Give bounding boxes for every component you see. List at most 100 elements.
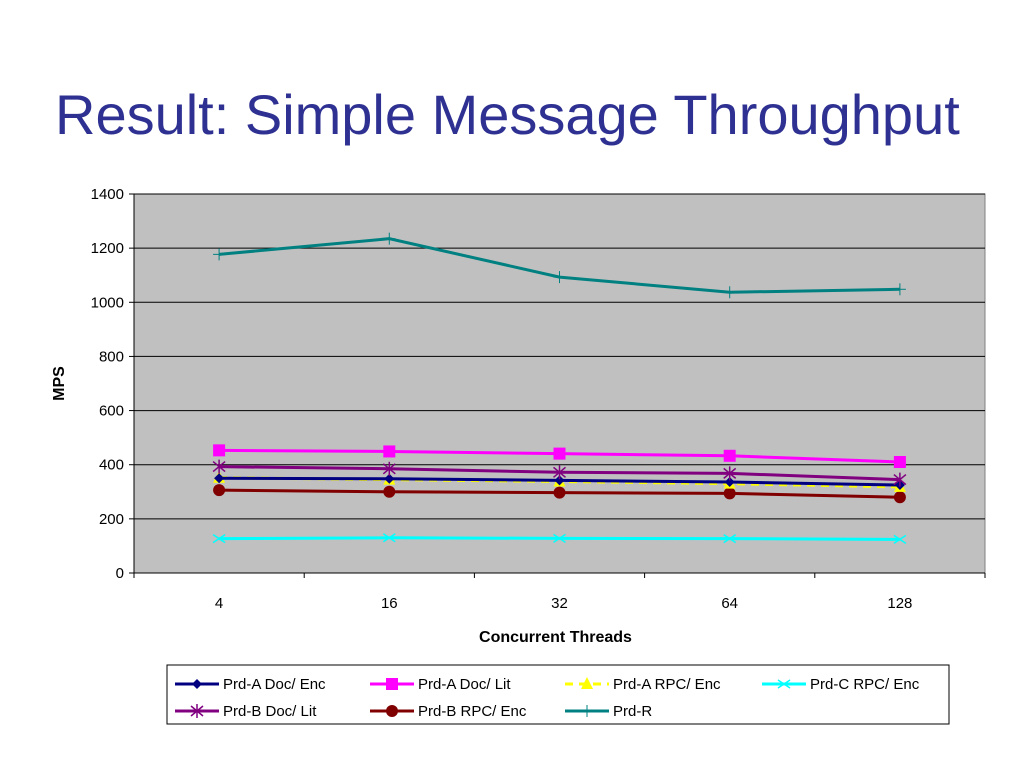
data-point — [213, 248, 226, 261]
diamond-marker — [384, 473, 395, 484]
triangle-marker — [581, 677, 593, 689]
series-layer — [212, 232, 907, 545]
plot-area — [133, 193, 986, 574]
legend-label: Prd-R — [613, 703, 652, 720]
data-point — [382, 461, 396, 476]
legend-entry: Prd-B Doc/ Lit — [175, 703, 317, 720]
legend-entry: Prd-C RPC/ Enc — [762, 676, 920, 693]
x-tick-label: 64 — [721, 595, 738, 612]
y-tick-label: 200 — [99, 511, 124, 528]
circle-marker — [893, 491, 906, 504]
data-point — [893, 283, 906, 296]
legend-entry: Prd-A Doc/ Lit — [370, 676, 511, 693]
data-point — [386, 705, 398, 717]
data-point — [384, 473, 395, 484]
data-point — [723, 487, 736, 500]
legend-label: Prd-A RPC/ Enc — [613, 676, 721, 693]
legend-entries: Prd-A Doc/ Enc Prd-A Doc/ Lit Prd-A RPC/ E… — [175, 676, 920, 720]
diamond-marker — [214, 473, 225, 484]
legend-entry: Prd-R — [565, 703, 652, 720]
data-point — [893, 491, 906, 504]
slide-title: Result: Simple Message Throughput — [55, 83, 960, 146]
data-point — [723, 533, 737, 544]
x-tick-label: 32 — [551, 595, 568, 612]
data-point — [893, 472, 907, 487]
data-point — [553, 486, 566, 499]
x-marker — [777, 679, 791, 689]
y-tick-label: 1200 — [91, 240, 124, 257]
data-point — [553, 465, 566, 480]
series-prd-b-rpc-enc — [213, 484, 906, 504]
data-point — [213, 484, 226, 497]
square-marker — [893, 456, 906, 469]
data-point — [212, 533, 226, 544]
square-marker — [723, 449, 736, 462]
data-point — [554, 475, 565, 486]
data-point — [382, 533, 396, 543]
diamond-marker — [192, 679, 202, 689]
circle-marker — [386, 705, 398, 717]
legend-entry: Prd-A RPC/ Enc — [565, 676, 721, 693]
circle-marker — [383, 485, 396, 498]
legend-label: Prd-B Doc/ Lit — [223, 703, 317, 720]
diamond-marker — [554, 475, 565, 486]
x-tick-label: 4 — [215, 595, 223, 612]
square-marker — [386, 678, 398, 690]
data-point — [212, 459, 226, 474]
x-marker — [212, 533, 226, 544]
y-tick-label: 400 — [99, 457, 124, 474]
series-prd-c-rpc-enc — [212, 533, 907, 545]
data-point — [213, 444, 226, 457]
data-point — [192, 679, 202, 689]
legend-entry: Prd-B RPC/ Enc — [370, 703, 527, 720]
legend-label: Prd-C RPC/ Enc — [810, 676, 920, 693]
square-marker — [553, 447, 566, 460]
data-point — [723, 466, 737, 481]
circle-marker — [723, 487, 736, 500]
circle-marker — [213, 484, 226, 497]
legend-entry: Prd-A Doc/ Enc — [175, 676, 326, 693]
x-axis-title: Concurrent Threads — [479, 629, 632, 646]
axes: 0 200 400 600 800 1000 1200 1400 4 16 32 64 128 — [91, 186, 986, 612]
legend — [166, 664, 950, 725]
x-tick-label: 128 — [887, 595, 912, 612]
legend-label: Prd-A Doc/ Enc — [223, 676, 326, 693]
y-tick-label: 1000 — [91, 294, 124, 311]
data-point — [383, 445, 396, 458]
y-axis-title: MPS — [51, 366, 68, 401]
data-point — [190, 704, 204, 718]
square-marker — [213, 444, 226, 457]
data-point — [724, 477, 735, 488]
data-point — [553, 271, 566, 284]
y-tick-label: 0 — [116, 565, 124, 582]
x-marker — [553, 533, 566, 543]
y-tick-label: 600 — [99, 403, 124, 420]
data-point — [383, 485, 396, 498]
series-prd-r — [213, 232, 906, 299]
data-point — [581, 677, 593, 689]
data-point — [553, 447, 566, 460]
data-point — [581, 705, 593, 717]
data-point — [723, 286, 736, 299]
x-marker — [382, 533, 396, 543]
data-point — [893, 534, 907, 545]
x-marker — [723, 533, 737, 544]
x-marker — [893, 534, 907, 545]
legend-label: Prd-B RPC/ Enc — [418, 703, 527, 720]
data-point — [777, 679, 791, 689]
legend-label: Prd-A Doc/ Lit — [418, 676, 511, 693]
series-prd-a-doc-lit — [213, 444, 906, 469]
data-point — [214, 473, 225, 484]
diamond-marker — [724, 477, 735, 488]
y-tick-label: 1400 — [91, 186, 124, 203]
y-tick-label: 800 — [99, 348, 124, 365]
data-point — [553, 533, 566, 543]
data-point — [386, 678, 398, 690]
series-prd-b-doc-lit — [212, 459, 907, 487]
x-tick-label: 16 — [381, 595, 398, 612]
data-point — [723, 449, 736, 462]
circle-marker — [553, 486, 566, 499]
data-point — [383, 232, 396, 245]
data-point — [893, 456, 906, 469]
